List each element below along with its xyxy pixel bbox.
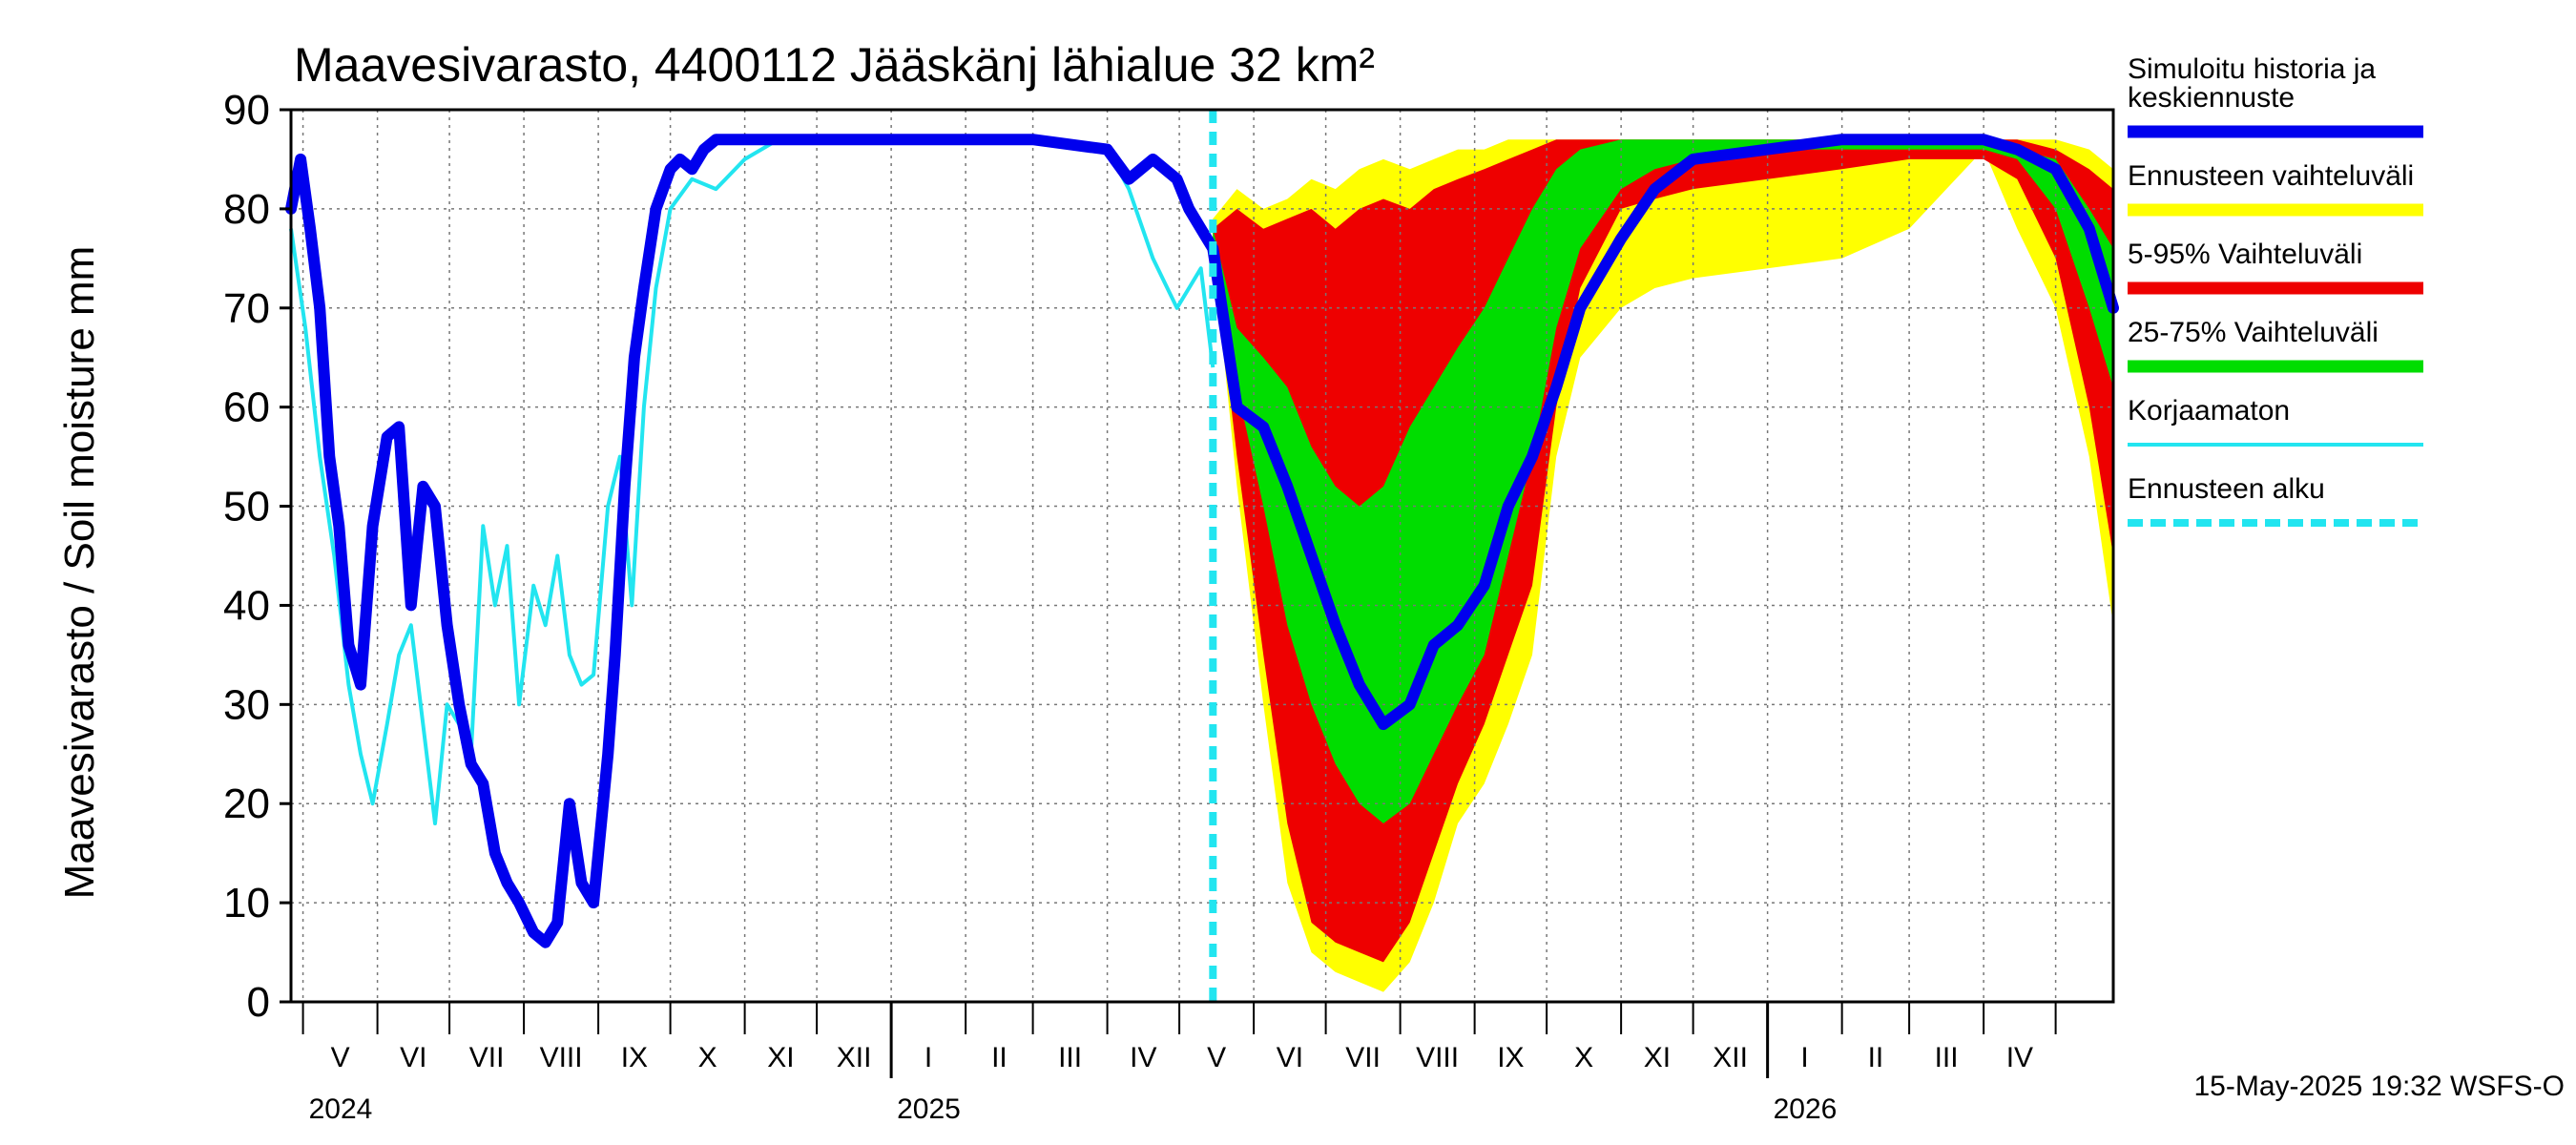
ytick-label-9: 90 (223, 87, 270, 134)
ytick-label-5: 50 (223, 484, 270, 531)
month-label-21: II (1868, 1042, 1884, 1073)
legend-label-4: Korjaamaton (2128, 395, 2290, 427)
chart-title: Maavesivarasto, 4400112 Jääskänj lähialu… (294, 38, 1375, 92)
month-label-7: XII (837, 1042, 872, 1073)
ytick-label-7: 70 (223, 285, 270, 332)
legend-label-2: 5-95% Vaihteluväli (2128, 239, 2362, 270)
x-axis: V VI VII VIII IX X XI XII I II III IV V VI VII VIII IX X X… (301, 1002, 2057, 1125)
band-1 (1213, 139, 2113, 963)
legend-label-3: 25-75% Vaihteluväli (2128, 317, 2379, 348)
ytick-label-0: 0 (247, 979, 270, 1026)
band-2 (1213, 139, 2113, 823)
year-label-2026: 2026 (1774, 1093, 1838, 1125)
legend-label-0-0: Simuloitu historia ja (2128, 53, 2376, 85)
year-label-2025: 2025 (897, 1093, 961, 1125)
ytick-label-1: 10 (223, 880, 270, 926)
year-label-2024: 2024 (309, 1093, 373, 1125)
month-label-2: VII (469, 1042, 505, 1073)
month-label-19: XII (1713, 1042, 1748, 1073)
month-label-23: IV (2006, 1042, 2033, 1073)
month-label-6: XI (767, 1042, 794, 1073)
month-label-5: X (698, 1042, 717, 1073)
month-label-15: VIII (1416, 1042, 1459, 1073)
month-label-20: I (1800, 1042, 1808, 1073)
month-label-11: IV (1130, 1042, 1156, 1073)
month-label-13: VI (1277, 1042, 1303, 1073)
month-label-18: XI (1644, 1042, 1671, 1073)
legend-label-0-1: keskiennuste (2128, 82, 2295, 114)
y-axis-ticks: 0 10 20 30 40 50 60 70 80 90 (223, 87, 291, 1026)
plot-border (289, 108, 2115, 1004)
month-label-4: IX (621, 1042, 648, 1073)
ytick-label-4: 40 (223, 582, 270, 629)
month-label-1: VI (400, 1042, 426, 1073)
month-label-16: IX (1497, 1042, 1524, 1073)
month-label-8: I (924, 1042, 932, 1073)
series-lines (285, 110, 2119, 1002)
month-label-22: III (1935, 1042, 1959, 1073)
series-simuloitu (285, 134, 2119, 948)
month-label-10: III (1058, 1042, 1082, 1073)
month-label-9: II (991, 1042, 1008, 1073)
ytick-label-6: 60 (223, 385, 270, 431)
y-axis-label: Maavesivarasto / Soil moisture mm (56, 246, 103, 900)
ytick-label-2: 20 (223, 781, 270, 827)
month-label-3: VIII (540, 1042, 583, 1073)
legend-label-1: Ennusteen vaihteluväli (2128, 160, 2414, 192)
ytick-label-3: 30 (223, 681, 270, 728)
timestamp-stamp: 15-May-2025 19:32 WSFS-O (2194, 1071, 2566, 1102)
month-label-0: V (331, 1042, 350, 1073)
ytick-label-8: 80 (223, 186, 270, 233)
forecast-bands (1213, 139, 2113, 992)
month-label-17: X (1574, 1042, 1593, 1073)
legend-label-5: Ennusteen alku (2128, 473, 2325, 505)
month-label-14: VII (1345, 1042, 1381, 1073)
month-label-12: V (1207, 1042, 1226, 1073)
grid-lines (291, 110, 2113, 1002)
